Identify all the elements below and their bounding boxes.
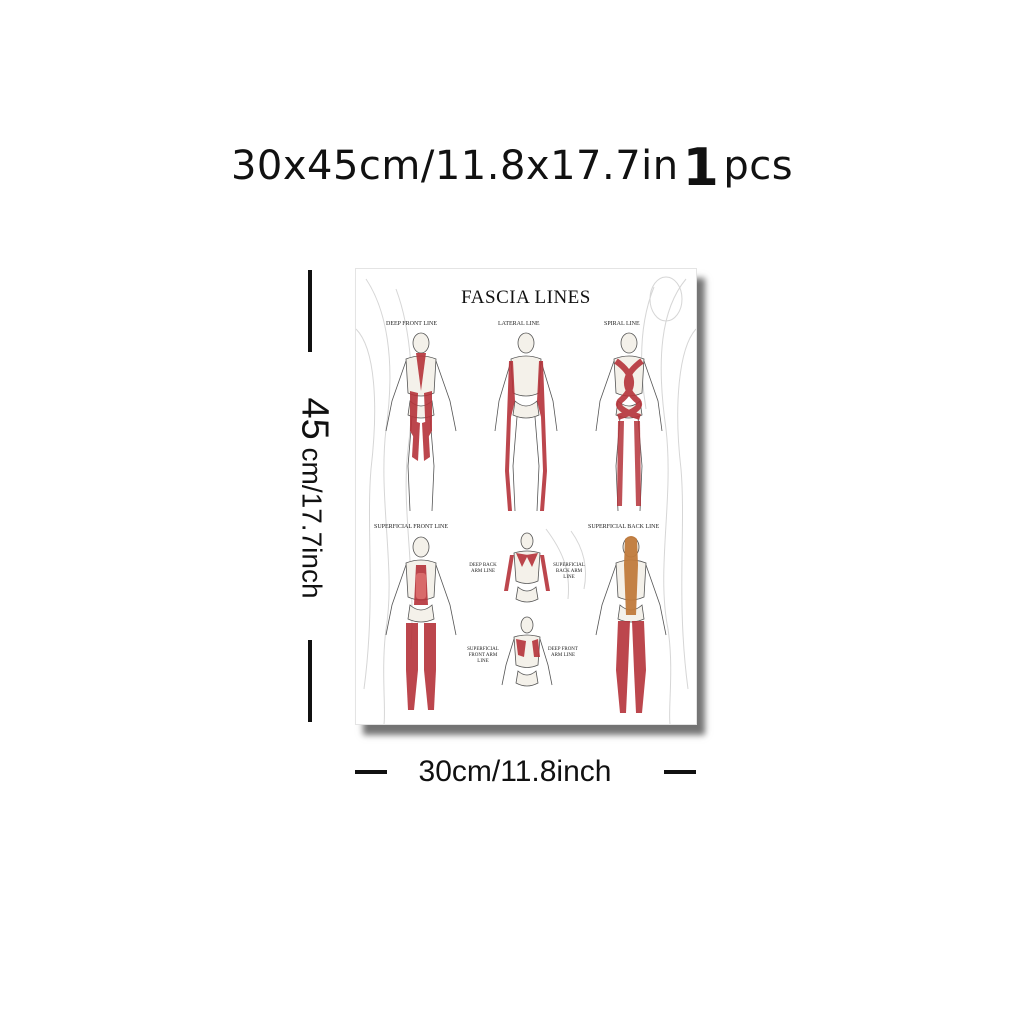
label-superficial-front-line: SUPERFICIAL FRONT LINE	[374, 524, 449, 530]
height-unit-text: cm/17.7inch	[296, 447, 328, 599]
label-spiral-line: SPIRAL LINE	[604, 321, 640, 327]
width-dimension-bar-right	[664, 770, 696, 774]
label-deep-front-arm-line: DEEP FRONT ARM LINE	[548, 647, 578, 658]
superficial-front-line-figure	[385, 536, 457, 710]
deep-back-arm-line-figure	[504, 532, 550, 603]
height-dimension-label: 45 cm/17.7inch	[293, 397, 336, 598]
superficial-front-arm-line-figure	[501, 616, 553, 687]
width-dimension-label: 30cm/11.8inch	[418, 755, 612, 788]
deep-front-line-figure	[385, 332, 457, 512]
lateral-line-figure	[494, 332, 558, 512]
height-dimension-bar-top	[308, 270, 312, 352]
quantity-number: 1	[682, 138, 720, 198]
label-superficial-front-arm-line: SUPERFICIAL FRONT ARM LINE	[467, 647, 499, 664]
label-superficial-back-line: SUPERFICIAL BACK LINE	[588, 524, 660, 530]
fascia-lines-poster: FASCIA LINES DEEP FRONT LINE LATERAL LIN…	[355, 268, 697, 725]
product-size-headline: 30x45cm/11.8x17.7in1 pcs	[0, 138, 1024, 198]
poster-title: FASCIA LINES	[461, 287, 591, 308]
label-deep-back-arm-line: DEEP BACK ARM LINE	[469, 563, 497, 574]
label-lateral-line: LATERAL LINE	[498, 321, 540, 327]
spiral-line-figure	[595, 332, 663, 512]
height-number: 45	[293, 397, 336, 440]
width-dimension-bar-left	[355, 770, 387, 774]
label-deep-front-line: DEEP FRONT LINE	[386, 321, 437, 327]
label-superficial-back-arm-line: SUPERFICIAL BACK ARM LINE	[553, 563, 585, 580]
quantity-unit: pcs	[723, 143, 794, 189]
size-text: 30x45cm/11.8x17.7in	[230, 143, 679, 189]
superficial-back-line-figure	[595, 536, 667, 713]
height-dimension-bar-bottom	[308, 640, 312, 722]
